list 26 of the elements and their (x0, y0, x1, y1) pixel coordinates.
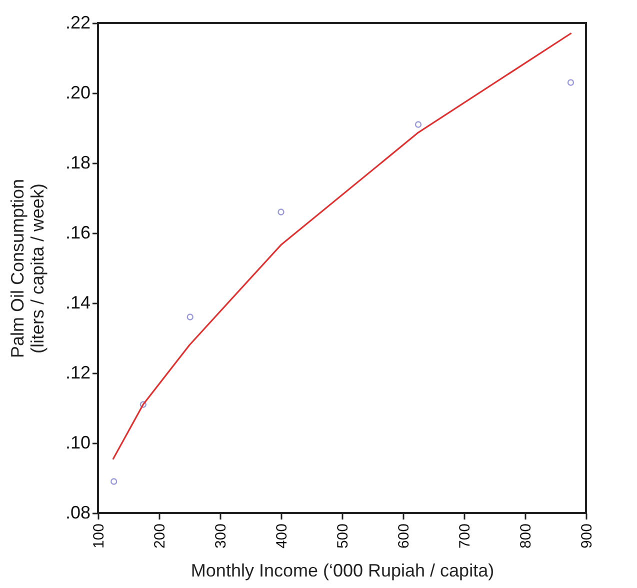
x-tick-label: 700 (456, 524, 474, 549)
x-tick-label: 900 (578, 524, 596, 549)
x-tick-label: 800 (518, 524, 534, 549)
x-tick-label: 400 (274, 524, 290, 549)
y-tick-label: .14 (65, 292, 90, 312)
y-tick-label: .12 (65, 362, 90, 382)
x-tick-label: 100 (90, 524, 108, 549)
point (186, 314, 194, 320)
x-axis-title: Monthly Income (‘000 Rupiah / capita) (190, 560, 494, 581)
y-tick-label: .10 (65, 432, 90, 452)
y-tick-label: .16 (65, 222, 90, 242)
y-tick-label: .22 (65, 12, 90, 32)
point (140, 401, 146, 408)
point (278, 208, 284, 216)
x-tick-label: 600 (396, 524, 412, 549)
y-tick-label: .20 (65, 82, 90, 102)
point (110, 478, 118, 485)
y-tick-label: .18 (65, 152, 90, 172)
line-series (112, 32, 572, 460)
x-tick-label: 500 (334, 524, 352, 549)
point (414, 121, 422, 128)
x-tick-label: 300 (212, 524, 230, 549)
y-axis-title: Palm Oil Consumption (liters / capita / week) (7, 178, 48, 358)
y-tick-label: .08 (65, 502, 90, 522)
x-tick-label: 200 (152, 524, 168, 549)
point (567, 79, 574, 86)
